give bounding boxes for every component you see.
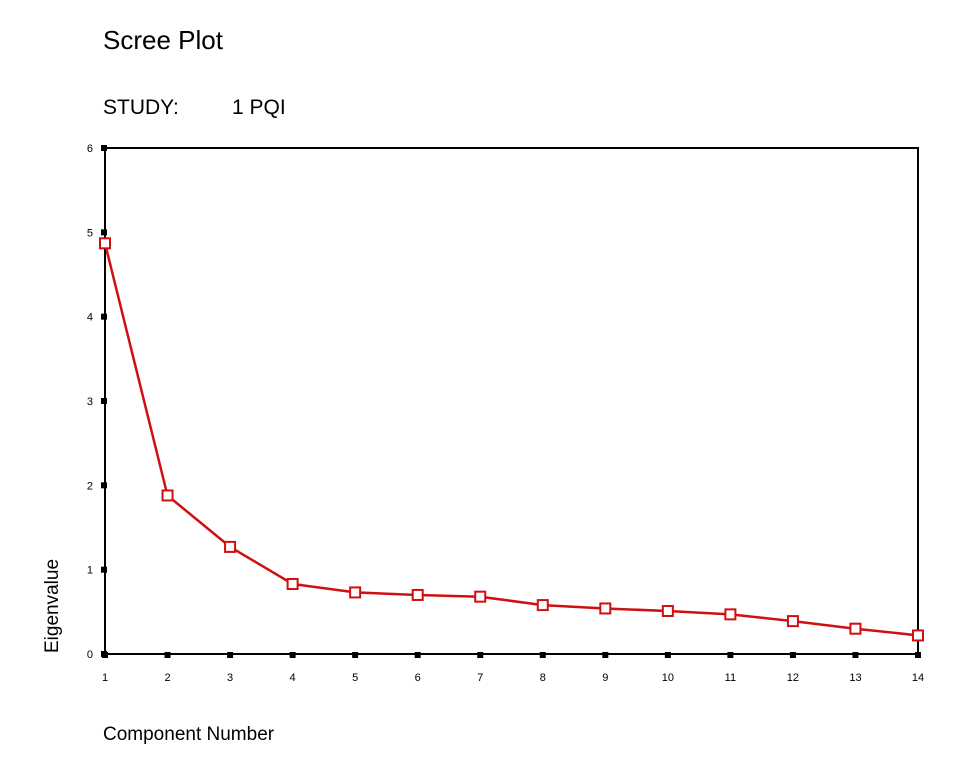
data-point-marker [349, 586, 362, 599]
x-tick-label: 8 [540, 672, 546, 684]
x-tick-label: 12 [787, 672, 799, 684]
data-point-marker [724, 608, 737, 621]
y-tick-mark [101, 398, 107, 404]
x-tick-label: 11 [725, 672, 736, 684]
y-axis-ticks: 0 1 2 3 4 5 6 [87, 143, 107, 661]
y-tick-mark [101, 482, 107, 489]
x-axis-ticks: 1 2 3 4 5 6 7 8 9 10 11 12 13 14 [102, 652, 924, 684]
x-tick-label: 7 [477, 672, 483, 684]
data-point-marker [912, 629, 924, 642]
x-tick-label: 3 [227, 672, 233, 684]
data-point-marker [411, 588, 424, 601]
y-tick-mark [101, 229, 107, 236]
y-tick-mark [101, 145, 107, 151]
x-tick-mark [852, 652, 859, 658]
y-tick-mark [101, 313, 107, 320]
data-point-marker [224, 540, 237, 553]
x-tick-label: 5 [352, 672, 358, 684]
y-tick-label: 0 [87, 649, 93, 661]
chart-title: Scree Plot [103, 25, 224, 55]
x-tick-mark [727, 652, 734, 658]
data-point-marker [786, 615, 799, 628]
x-tick-label: 9 [602, 672, 608, 684]
data-point-marker [474, 590, 487, 603]
series-line [103, 242, 919, 637]
y-axis-label: Eigenvalue [42, 559, 63, 653]
x-axis-label: Component Number [103, 724, 275, 745]
x-tick-mark [164, 652, 171, 658]
data-point-marker [536, 599, 549, 612]
plot-area-frame [104, 147, 919, 655]
x-tick-label: 14 [912, 672, 924, 684]
chart-subtitle-value: 1 PQI [232, 96, 286, 119]
y-tick-mark [101, 566, 107, 573]
y-tick-label: 6 [87, 143, 93, 155]
x-tick-label: 4 [290, 672, 296, 684]
x-tick-mark [915, 652, 921, 658]
x-tick-mark [477, 652, 484, 658]
x-tick-label: 10 [662, 672, 674, 684]
data-point-marker [99, 237, 111, 250]
data-point-marker [849, 622, 862, 635]
x-tick-label: 13 [849, 672, 861, 684]
x-tick-label: 1 [102, 672, 108, 684]
x-tick-label: 2 [164, 672, 170, 684]
y-tick-label: 1 [87, 565, 93, 577]
y-tick-label: 5 [87, 227, 93, 239]
x-tick-mark [539, 652, 546, 658]
chart-subtitle-label: STUDY: [103, 96, 179, 119]
data-point-marker [661, 604, 674, 617]
y-tick-label: 3 [87, 396, 93, 408]
x-tick-label: 6 [415, 672, 421, 684]
x-tick-mark [227, 652, 234, 658]
data-point-marker [161, 489, 174, 502]
y-tick-label: 4 [87, 312, 93, 324]
data-point-marker [286, 578, 299, 591]
x-tick-mark [789, 652, 796, 658]
data-point-marker [599, 602, 612, 615]
x-tick-mark [289, 652, 296, 658]
y-tick-label: 2 [87, 480, 93, 492]
x-tick-mark [102, 652, 108, 658]
x-tick-mark [352, 652, 359, 658]
x-tick-mark [414, 652, 421, 658]
series-eigenvalues [99, 237, 924, 642]
x-tick-mark [664, 652, 671, 658]
x-tick-mark [602, 652, 609, 658]
